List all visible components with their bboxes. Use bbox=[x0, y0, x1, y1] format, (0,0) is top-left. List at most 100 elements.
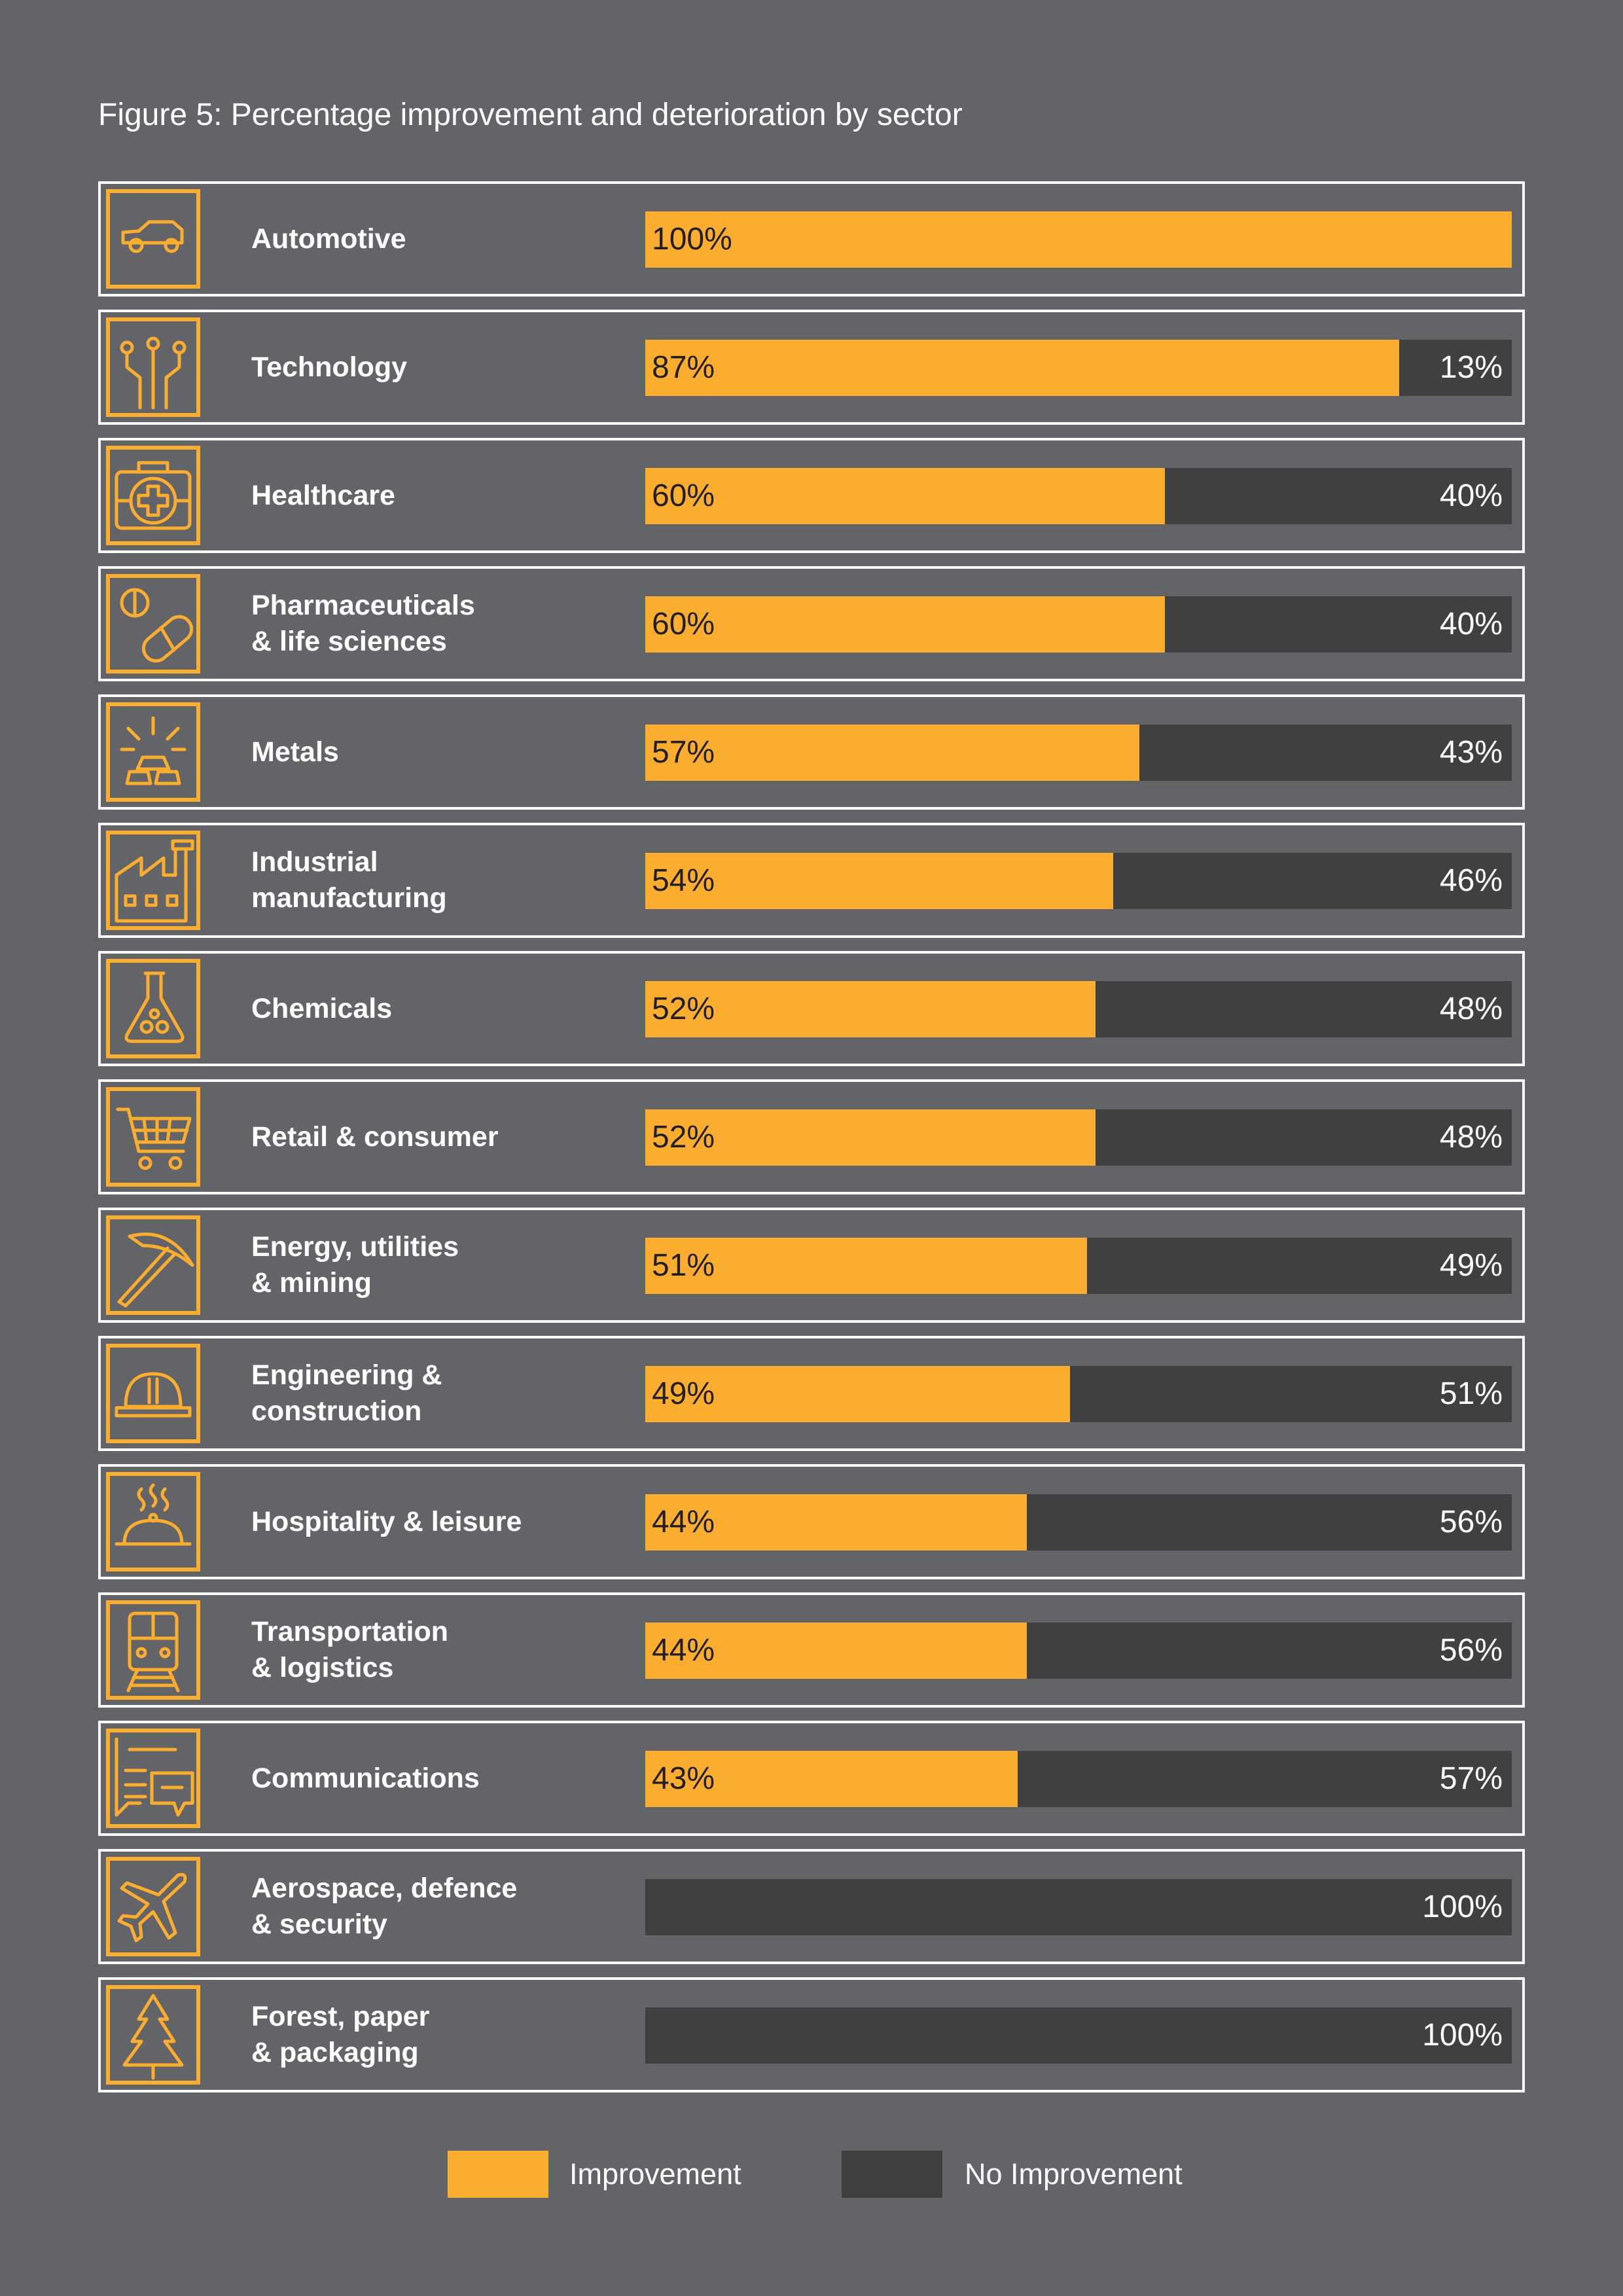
bar-no-improvement bbox=[1165, 468, 1512, 524]
sector-row: Communications 43% 57% bbox=[98, 1721, 1525, 1836]
sector-label: Industrial manufacturing bbox=[251, 846, 447, 914]
sector-label: Automotive bbox=[251, 223, 406, 255]
car-icon bbox=[106, 189, 200, 289]
gold-bars-icon bbox=[106, 702, 200, 802]
value-label-no-improvement: 40% bbox=[1439, 478, 1503, 513]
sector-row: Energy, utilities & mining 51% 49% bbox=[98, 1208, 1525, 1323]
stacked-bar: 44% 56% bbox=[645, 1623, 1512, 1679]
cloche-icon bbox=[106, 1472, 200, 1571]
pill-icon bbox=[106, 574, 200, 673]
sector-row: Engineering & construction 49% 51% bbox=[98, 1336, 1525, 1451]
bar-improvement bbox=[645, 853, 1113, 909]
bar-improvement bbox=[645, 1238, 1087, 1294]
value-label-no-improvement: 100% bbox=[1422, 1890, 1503, 1924]
bar-no-improvement bbox=[1096, 981, 1512, 1037]
value-label-improvement: 60% bbox=[652, 607, 715, 641]
sector-label: Retail & consumer bbox=[251, 1121, 499, 1153]
value-label-no-improvement: 40% bbox=[1439, 607, 1503, 641]
sector-label: Communications bbox=[251, 1762, 480, 1794]
stacked-bar: 52% 48% bbox=[645, 1109, 1512, 1166]
legend-label-improvement: Improvement bbox=[569, 2157, 741, 2191]
stacked-bar: 60% 40% bbox=[645, 468, 1512, 524]
stacked-bar: 52% 48% bbox=[645, 981, 1512, 1037]
chat-icon bbox=[106, 1729, 200, 1828]
sector-row: Automotive 100% bbox=[98, 181, 1525, 296]
value-label-no-improvement: 56% bbox=[1439, 1505, 1503, 1539]
hard-hat-icon bbox=[106, 1344, 200, 1443]
bar-no-improvement bbox=[1113, 853, 1512, 909]
chart-title: Figure 5: Percentage improvement and det… bbox=[98, 98, 963, 132]
bar-improvement bbox=[645, 725, 1139, 781]
sector-label: Pharmaceuticals & life sciences bbox=[251, 590, 475, 657]
bar-improvement bbox=[645, 981, 1096, 1037]
medical-kit-icon bbox=[106, 446, 200, 545]
bar-improvement bbox=[645, 596, 1165, 653]
value-label-improvement: 100% bbox=[652, 222, 732, 257]
bar-no-improvement bbox=[645, 1879, 1512, 1935]
value-label-no-improvement: 49% bbox=[1439, 1248, 1503, 1283]
value-label-no-improvement: 51% bbox=[1439, 1376, 1503, 1411]
pickaxe-icon bbox=[106, 1215, 200, 1315]
sector-label: Metals bbox=[251, 736, 339, 768]
bar-no-improvement bbox=[645, 2007, 1512, 2064]
legend-swatch-improvement bbox=[448, 2151, 548, 2198]
bar-no-improvement bbox=[1018, 1751, 1512, 1807]
bar-improvement bbox=[645, 1109, 1096, 1166]
value-label-improvement: 43% bbox=[652, 1761, 715, 1796]
sector-row: Aerospace, defence & security 100% bbox=[98, 1849, 1525, 1964]
sector-label: Hospitality & leisure bbox=[251, 1505, 522, 1537]
bar-no-improvement bbox=[1399, 340, 1512, 396]
sector-row: Transportation & logistics 44% 56% bbox=[98, 1592, 1525, 1708]
value-label-improvement: 52% bbox=[652, 1120, 715, 1155]
stacked-bar: 100% bbox=[645, 1879, 1512, 1935]
sector-row: Retail & consumer 52% 48% bbox=[98, 1079, 1525, 1194]
flask-icon bbox=[106, 959, 200, 1058]
sector-label: Chemicals bbox=[251, 992, 393, 1024]
stacked-bar: 87% 13% bbox=[645, 340, 1512, 396]
bar-no-improvement bbox=[1070, 1366, 1512, 1422]
bar-no-improvement bbox=[1087, 1238, 1512, 1294]
bar-improvement bbox=[645, 1623, 1027, 1679]
stacked-bar: 44% 56% bbox=[645, 1494, 1512, 1551]
sector-label: Transportation & logistics bbox=[251, 1616, 449, 1683]
legend-swatch-no-improvement bbox=[842, 2151, 942, 2198]
value-label-improvement: 44% bbox=[652, 1633, 715, 1668]
value-label-no-improvement: 100% bbox=[1422, 2018, 1503, 2053]
bar-improvement bbox=[645, 1751, 1018, 1807]
bar-improvement bbox=[645, 340, 1399, 396]
value-label-improvement: 52% bbox=[652, 992, 715, 1026]
sector-label: Energy, utilities & mining bbox=[251, 1231, 459, 1299]
stacked-bar: 51% 49% bbox=[645, 1238, 1512, 1294]
stacked-bar: 100% bbox=[645, 2007, 1512, 2064]
value-label-improvement: 87% bbox=[652, 350, 715, 385]
value-label-no-improvement: 48% bbox=[1439, 992, 1503, 1026]
sector-row: Forest, paper & packaging 100% bbox=[98, 1977, 1525, 2092]
bar-no-improvement bbox=[1027, 1623, 1512, 1679]
sector-row: Technology 87% 13% bbox=[98, 310, 1525, 425]
legend: Improvement No Improvement bbox=[0, 2151, 1623, 2198]
value-label-improvement: 44% bbox=[652, 1505, 715, 1539]
factory-icon bbox=[106, 831, 200, 930]
value-label-no-improvement: 56% bbox=[1439, 1633, 1503, 1668]
value-label-improvement: 54% bbox=[652, 863, 715, 898]
value-label-improvement: 49% bbox=[652, 1376, 715, 1411]
circuit-icon bbox=[106, 317, 200, 417]
stacked-bar: 57% 43% bbox=[645, 725, 1512, 781]
sector-label: Healthcare bbox=[251, 479, 395, 511]
tree-icon bbox=[106, 1985, 200, 2085]
airplane-icon bbox=[106, 1857, 200, 1956]
sector-label: Aerospace, defence & security bbox=[251, 1873, 518, 1940]
legend-label-no-improvement: No Improvement bbox=[965, 2157, 1183, 2191]
bar-improvement bbox=[645, 468, 1165, 524]
stacked-bar: 54% 46% bbox=[645, 853, 1512, 909]
stacked-bar: 100% bbox=[645, 211, 1512, 268]
value-label-improvement: 60% bbox=[652, 478, 715, 513]
value-label-no-improvement: 48% bbox=[1439, 1120, 1503, 1155]
value-label-improvement: 57% bbox=[652, 735, 715, 770]
value-label-no-improvement: 43% bbox=[1439, 735, 1503, 770]
sector-label: Forest, paper & packaging bbox=[251, 2001, 430, 2068]
sector-row: Pharmaceuticals & life sciences 60% 40% bbox=[98, 566, 1525, 681]
bar-improvement bbox=[645, 211, 1512, 268]
value-label-no-improvement: 13% bbox=[1439, 350, 1503, 385]
stacked-bar: 49% 51% bbox=[645, 1366, 1512, 1422]
